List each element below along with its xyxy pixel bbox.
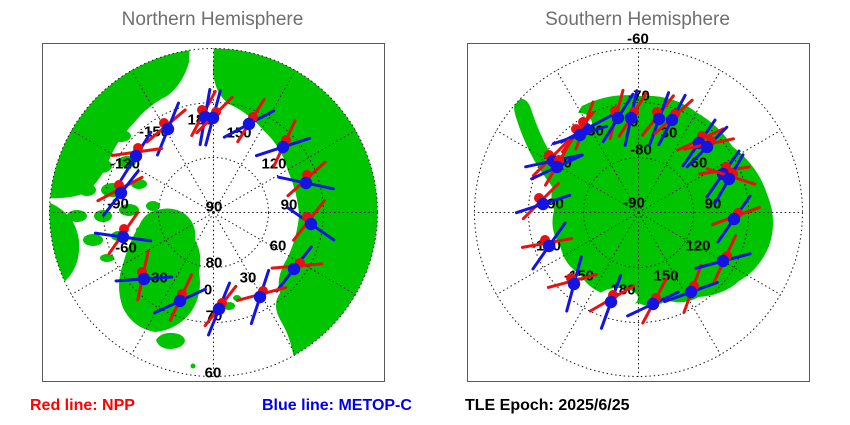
grid-label: -90 — [623, 194, 645, 212]
satellite-marker — [520, 221, 574, 271]
landmass-eurasia — [213, 48, 378, 377]
landmass-iceland — [156, 332, 185, 349]
south-satellite-layer — [514, 88, 761, 330]
satellite-marker — [203, 281, 238, 337]
satellite-marker — [514, 181, 572, 221]
satellite-marker — [694, 234, 752, 283]
satellite-marker — [114, 249, 174, 302]
landmass-antarctica — [551, 95, 774, 306]
grid-label: 60 — [204, 364, 222, 382]
landmass-faroe — [190, 363, 196, 369]
satellite-marker — [110, 130, 164, 182]
satellite-marker — [617, 89, 648, 147]
satellite-marker — [277, 160, 335, 198]
north-graticule — [49, 48, 378, 377]
southern-hemisphere-map: -60-70-80-900306090120150180-150-120-90-… — [467, 31, 810, 382]
satellite-marker — [588, 274, 636, 330]
grid-label: -60 — [627, 30, 649, 48]
grid-label: -90 — [107, 195, 129, 213]
grid-label: 30 — [239, 269, 257, 287]
grid-label: -60 — [115, 239, 137, 257]
satellite-marker — [524, 138, 582, 178]
satellite-marker — [641, 91, 675, 147]
satellite-marker — [222, 97, 276, 144]
satellite-marker — [96, 169, 144, 217]
grid-label: 80 — [205, 254, 223, 272]
grid-label: -80 — [630, 141, 652, 159]
legend-tle-epoch: TLE Epoch: 2025/6/25 — [465, 397, 630, 414]
grid-label: 90 — [280, 196, 298, 214]
grid-label: 90 — [205, 198, 223, 216]
satellite-marker — [93, 211, 153, 255]
grid-label: 0 — [203, 281, 213, 299]
landmass-antarctic-peninsula — [514, 98, 573, 205]
grid-label: 60 — [269, 237, 287, 255]
northern-hemisphere-map: 180-150150-120120-9090-6060-303009080706… — [42, 43, 385, 382]
satellite-marker — [254, 119, 312, 168]
satellite-marker — [601, 88, 635, 144]
grid-label: 120 — [685, 237, 711, 255]
satellite-marker — [626, 277, 680, 325]
legend-blue-metopc: Blue line: METOP-C — [262, 397, 412, 414]
grid-label: 30 — [660, 124, 678, 142]
grid-label: 150 — [653, 267, 679, 285]
satellite-marker — [653, 93, 694, 147]
legend-red-npp: Red line: NPP — [30, 397, 135, 414]
satellite-marker — [663, 264, 719, 314]
north-map-title: Northern Hemisphere — [121, 9, 304, 30]
satellite-marker — [270, 245, 324, 293]
satellite-marker — [546, 255, 599, 313]
south-map-canvas — [474, 48, 803, 377]
satellite-marker — [195, 89, 234, 147]
north-map-canvas — [49, 48, 378, 377]
satellite-marker — [530, 140, 584, 187]
satellite-marker — [705, 153, 757, 205]
satellite-marker — [145, 101, 187, 157]
satellite-marker — [286, 199, 336, 242]
south-map-title: Southern Hemisphere — [545, 9, 730, 30]
satellite-marker — [711, 194, 761, 244]
satellite-marker — [235, 268, 288, 326]
satellite-marker — [683, 125, 735, 169]
north-satellite-layer — [93, 87, 336, 337]
satellite-marker — [153, 273, 207, 322]
